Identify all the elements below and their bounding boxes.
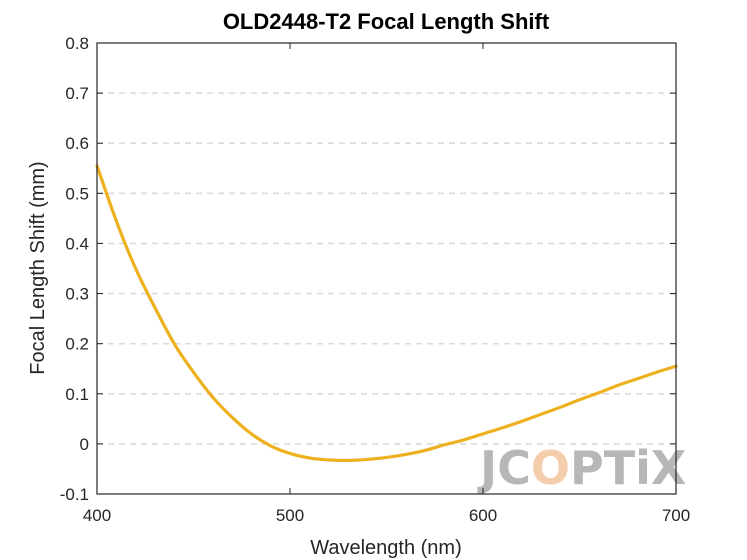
ticks bbox=[96, 42, 677, 495]
y-tick-label: 0.8 bbox=[65, 34, 89, 53]
x-tick-label: 500 bbox=[276, 506, 304, 525]
x-tick-label: 400 bbox=[83, 506, 111, 525]
chart-title: OLD2448-T2 Focal Length Shift bbox=[223, 9, 550, 34]
y-tick-label: 0.7 bbox=[65, 84, 89, 103]
watermark-text-right: PTiX bbox=[570, 441, 686, 495]
y-tick-label: 0.1 bbox=[65, 385, 89, 404]
axes-box bbox=[96, 42, 677, 495]
y-tick-label: 0.4 bbox=[65, 234, 89, 253]
svg-text:JCOPTiX: JCOPTiX bbox=[477, 441, 686, 495]
x-tick-label: 700 bbox=[662, 506, 690, 525]
y-tick-labels: -0.1 0 0.1 0.2 0.3 0.4 0.5 0.6 0.7 0.8 bbox=[60, 34, 89, 504]
y-tick-label: 0.6 bbox=[65, 134, 89, 153]
y-tick-label: -0.1 bbox=[60, 485, 89, 504]
y-tick-label: 0.5 bbox=[65, 184, 89, 203]
y-axis-label: Focal Length Shift (mm) bbox=[27, 161, 49, 374]
x-tick-labels: 400 500 600 700 bbox=[83, 506, 690, 525]
y-tick-label: 0.3 bbox=[65, 285, 89, 304]
watermark-text-left: JC bbox=[477, 441, 531, 495]
x-axis-label: Wavelength (nm) bbox=[310, 537, 462, 559]
jcoptix-watermark: JCOPTiX bbox=[477, 441, 686, 495]
series-group bbox=[95, 164, 678, 463]
y-tick-label: 0.2 bbox=[65, 335, 89, 354]
series-line-0 bbox=[95, 164, 678, 463]
plot-area bbox=[97, 43, 676, 494]
watermark-text-o: O bbox=[531, 441, 570, 495]
y-tick-label: 0 bbox=[80, 435, 89, 454]
x-tick-label: 600 bbox=[469, 506, 497, 525]
grid bbox=[97, 92, 676, 445]
